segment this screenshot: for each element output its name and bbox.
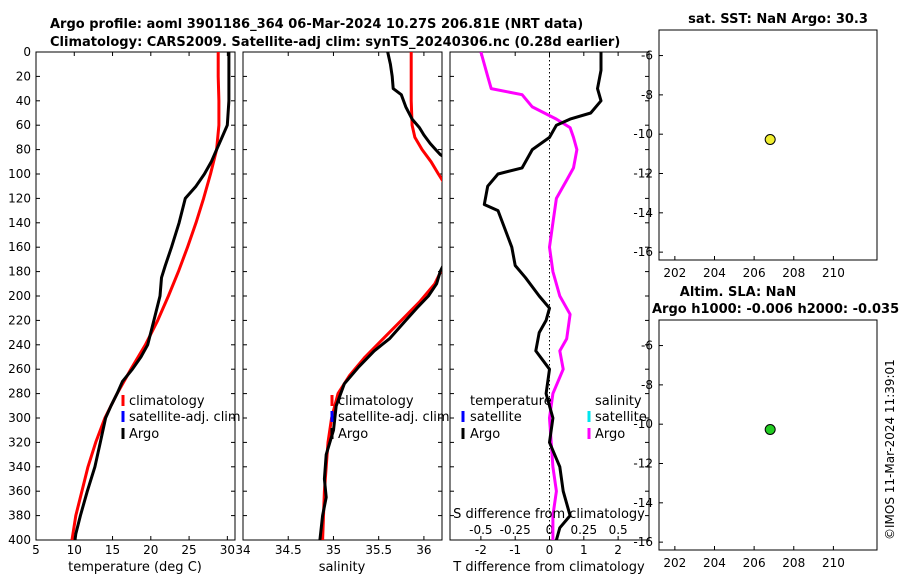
map-x-tick-label: 202 — [663, 556, 686, 570]
sla-map-subtitle: Argo h1000: -0.006 h2000: -0.035 — [652, 302, 899, 317]
map-x-tick-label: 206 — [743, 266, 766, 280]
x-tick-label: -1 — [509, 543, 521, 557]
depth-tick-label: 280 — [8, 387, 31, 401]
s-diff-tick-label: -0.5 — [469, 523, 492, 537]
depth-tick-label: 240 — [8, 338, 31, 352]
temperature-panel — [35, 51, 236, 541]
diff-legend-temperature-heading: temperature — [470, 394, 552, 409]
depth-tick-label: 180 — [8, 265, 31, 279]
title-line-1: Argo profile: aoml 3901186_364 06-Mar-20… — [50, 17, 583, 32]
x-tick-label: 15 — [105, 543, 120, 557]
map-y-tick-label: -6 — [641, 339, 653, 353]
map-y-tick-label: -8 — [641, 88, 653, 102]
map-x-tick-label: 208 — [782, 266, 805, 280]
map-y-tick-label: -10 — [633, 417, 653, 431]
depth-tick-label: 400 — [8, 533, 31, 547]
salinity-legend-label-argo: Argo — [338, 427, 368, 442]
salinity-legend-label-satellite: satellite-adj. clim — [338, 410, 450, 425]
depth-tick-label: 320 — [8, 435, 31, 449]
x-tick-label: 35 — [326, 543, 341, 557]
map-x-tick-label: 204 — [703, 266, 726, 280]
diff-legend-salinity-heading: salinity — [595, 394, 642, 409]
x-tick-label: 0 — [546, 543, 554, 557]
depth-tick-label: 300 — [8, 411, 31, 425]
map-x-tick-label: 202 — [663, 266, 686, 280]
map-y-tick-label: -12 — [633, 457, 653, 471]
legend-label-climatology: climatology — [129, 394, 205, 409]
difference-xlabel: T difference from climatology — [452, 560, 645, 575]
depth-tick-label: 120 — [8, 191, 31, 205]
diff-legend-label-satellite-s: satellite — [595, 410, 647, 425]
depth-tick-label: 360 — [8, 484, 31, 498]
map-y-tick-label: -16 — [633, 245, 653, 259]
s-diff-tick-label: 0.5 — [609, 523, 628, 537]
map-x-tick-label: 208 — [782, 556, 805, 570]
x-tick-label: 2 — [614, 543, 622, 557]
depth-tick-label: 200 — [8, 289, 31, 303]
x-tick-label: 35.5 — [365, 543, 392, 557]
diff-legend-label-satellite-t: satellite — [470, 410, 522, 425]
sst-map-title: sat. SST: NaN Argo: 30.3 — [688, 12, 868, 27]
map-y-tick-label: -16 — [633, 535, 653, 549]
x-tick-label: -2 — [475, 543, 487, 557]
title-line-2: Climatology: CARS2009. Satellite-adj cli… — [50, 35, 620, 50]
sla-map-panel — [658, 319, 878, 551]
difference-xlabel-salinity: S difference from climatology — [453, 507, 645, 522]
depth-tick-label: 140 — [8, 216, 31, 230]
depth-tick-label: 60 — [16, 118, 31, 132]
depth-tick-label: 100 — [8, 167, 31, 181]
depth-tick-label: 0 — [23, 45, 31, 59]
x-tick-label: 36 — [416, 543, 431, 557]
depth-tick-label: 160 — [8, 240, 31, 254]
map-x-tick-label: 210 — [822, 266, 845, 280]
depth-tick-label: 20 — [16, 69, 31, 83]
depth-tick-label: 40 — [16, 94, 31, 108]
x-tick-label: 34 — [235, 543, 250, 557]
x-tick-label: 34.5 — [275, 543, 302, 557]
sla-argo-location-marker — [764, 423, 776, 435]
x-tick-label: 20 — [143, 543, 158, 557]
diff-legend-label-argo-s: Argo — [595, 427, 625, 442]
salinity-climatology-line — [321, 52, 442, 540]
x-tick-label: 25 — [181, 543, 196, 557]
map-x-tick-label: 204 — [703, 556, 726, 570]
x-tick-label: 1 — [580, 543, 588, 557]
temperature-argo-line — [73, 52, 231, 540]
sst-argo-location-marker — [764, 133, 776, 145]
diff-legend-label-argo-t: Argo — [470, 427, 500, 442]
depth-tick-label: 260 — [8, 362, 31, 376]
depth-tick-label: 220 — [8, 313, 31, 327]
x-tick-label: 30 — [220, 543, 235, 557]
map-y-tick-label: -14 — [633, 496, 653, 510]
temperature-difference-line — [482, 52, 603, 540]
map-y-tick-label: -12 — [633, 167, 653, 181]
depth-tick-label: 340 — [8, 460, 31, 474]
salinity-xlabel: salinity — [319, 560, 366, 575]
map-y-tick-label: -14 — [633, 206, 653, 220]
map-y-tick-label: -6 — [641, 49, 653, 63]
salinity-legend-label-climatology: climatology — [338, 394, 414, 409]
legend-label-argo: Argo — [129, 427, 159, 442]
legend-label-satellite: satellite-adj. clim — [129, 410, 241, 425]
map-y-tick-label: -10 — [633, 127, 653, 141]
temperature-xlabel: temperature (deg C) — [68, 560, 202, 575]
map-x-tick-label: 206 — [743, 556, 766, 570]
s-diff-tick-label: 0.25 — [570, 523, 597, 537]
s-diff-tick-label: -0.25 — [500, 523, 531, 537]
x-tick-label: 5 — [32, 543, 40, 557]
map-y-tick-label: -8 — [641, 378, 653, 392]
temperature-climatology-line — [70, 52, 221, 540]
imos-watermark: ©IMOS 11-Mar-2024 11:39:01 — [883, 359, 897, 540]
sst-map-panel — [658, 29, 878, 261]
sla-map-title: Altim. SLA: NaN — [680, 285, 796, 300]
map-x-tick-label: 210 — [822, 556, 845, 570]
depth-tick-label: 380 — [8, 509, 31, 523]
x-tick-label: 10 — [67, 543, 82, 557]
s-diff-tick-label: 0 — [546, 523, 554, 537]
depth-tick-label: 80 — [16, 143, 31, 157]
salinity-difference-line — [479, 52, 579, 540]
